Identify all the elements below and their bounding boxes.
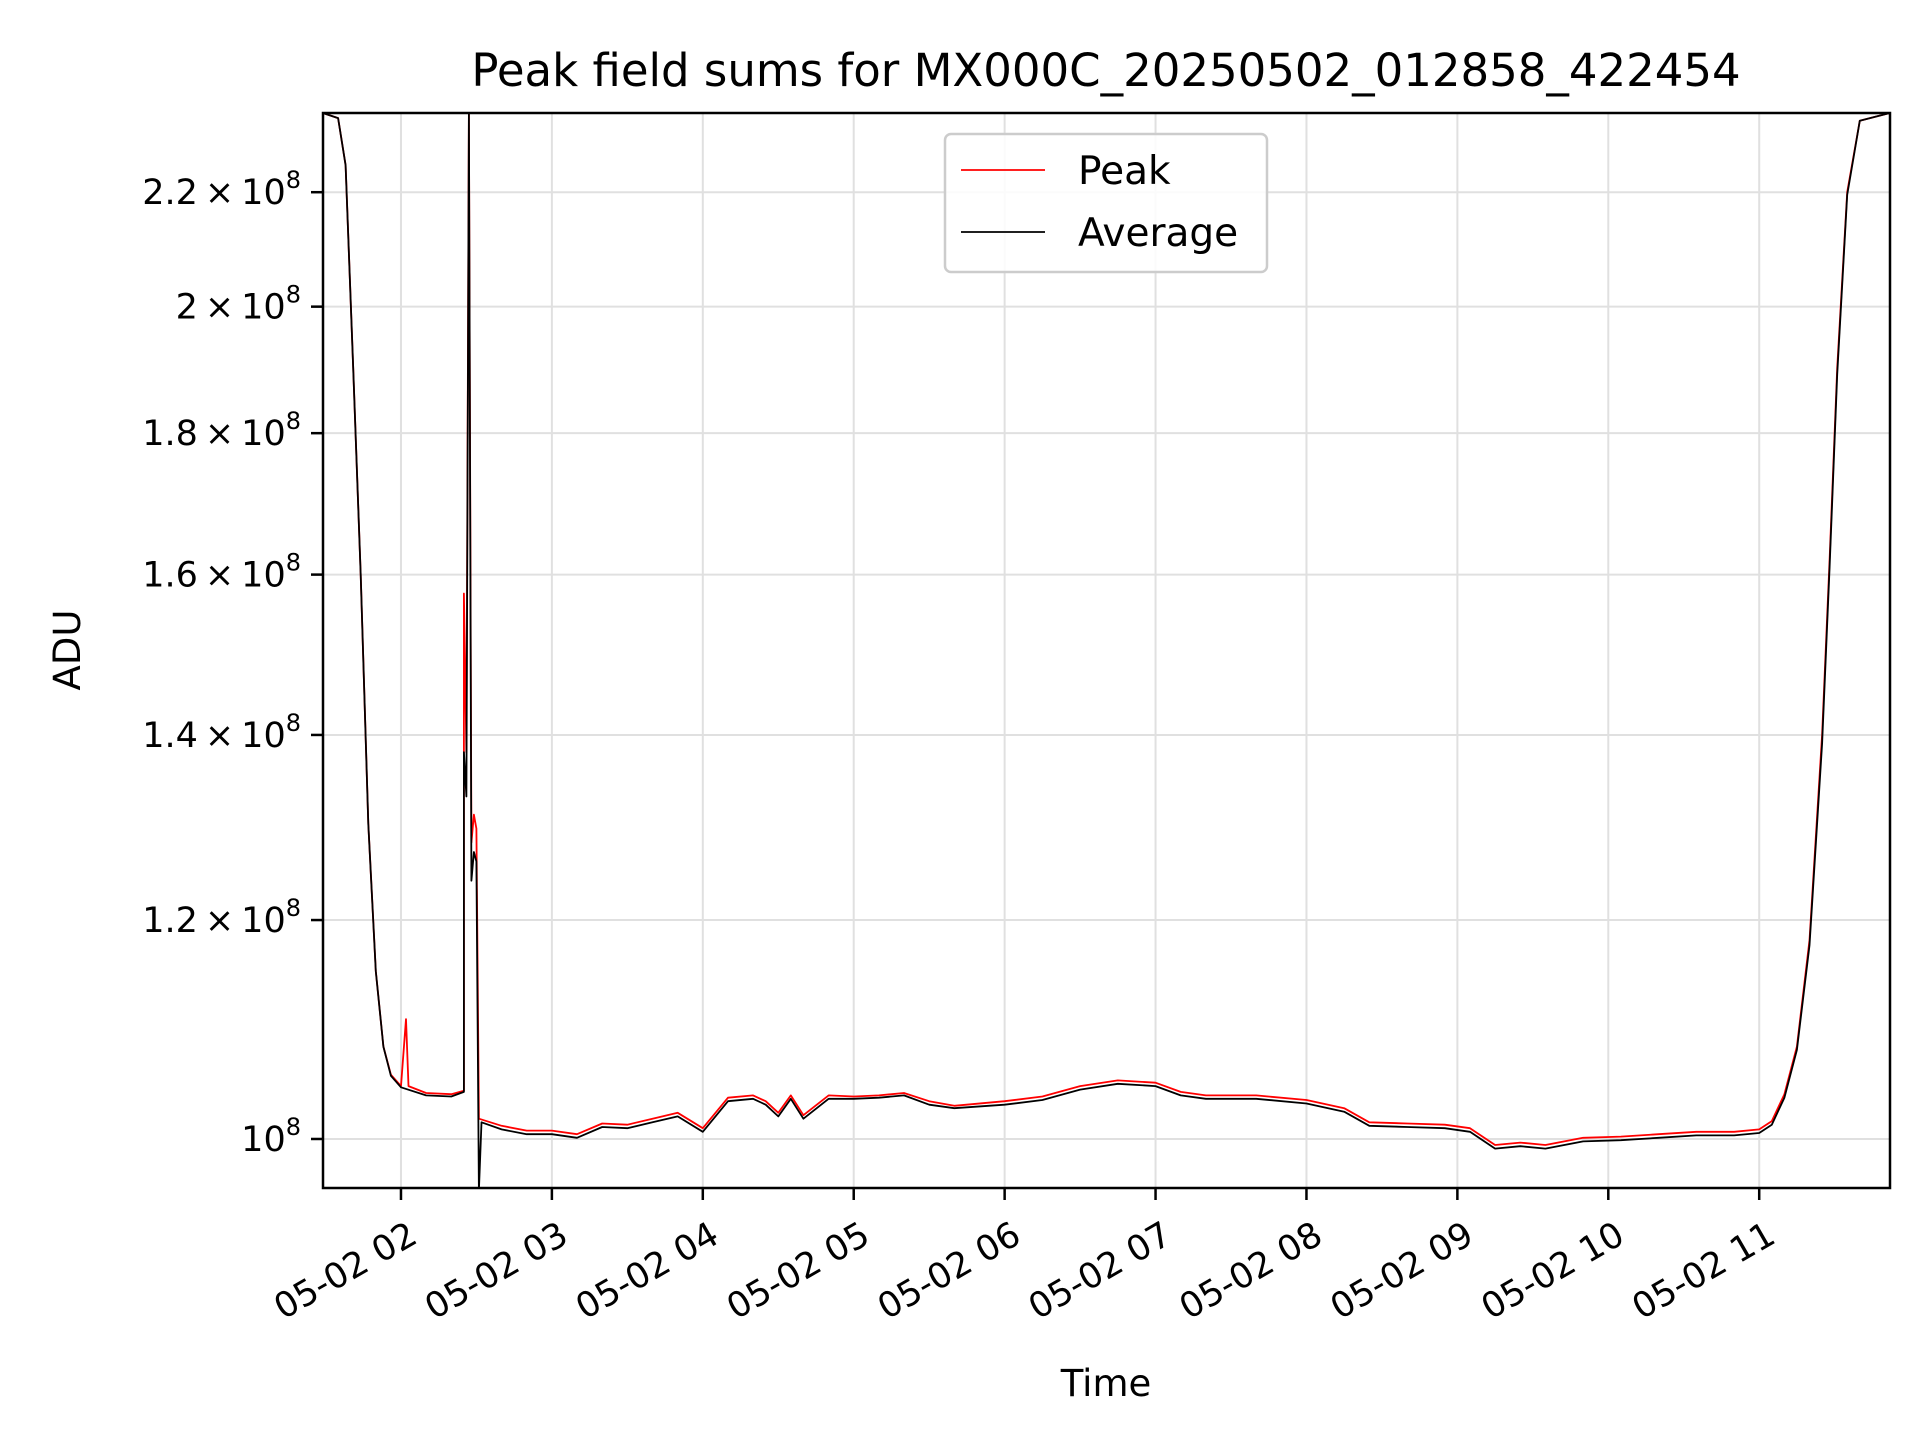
y-tick-label: 2 × 108 [176,281,301,328]
y-tick-label: 1.8 × 108 [142,407,301,454]
y-tick-label: 1.2 × 108 [142,894,301,941]
y-axis-ticks: 108 1.2 × 108 1.4 × 108 1.6 × 108 1.8 × 108 2… [142,166,323,1160]
legend-label-average: Average [1078,211,1238,256]
series-line-peak [323,113,1890,1146]
y-tick-label: 1.4 × 108 [142,709,301,756]
legend-label-peak: Peak [1078,149,1171,194]
legend-box [943,132,1269,274]
plot-frame [321,111,1892,1190]
y-tick-label: 2.2 × 108 [142,166,301,213]
y-tick-label: 108 [241,1113,301,1160]
series-lines [323,113,1890,1188]
y-axis-label: ADU [46,610,89,691]
x-axis-label: Time [1060,1362,1152,1405]
y-tick-label: 1.6 × 108 [142,549,301,596]
chart-title: Peak field sums for MX000C_20250502_0128… [471,44,1740,97]
legend: Peak Average [943,132,1269,274]
series-line-average [323,113,1890,1188]
